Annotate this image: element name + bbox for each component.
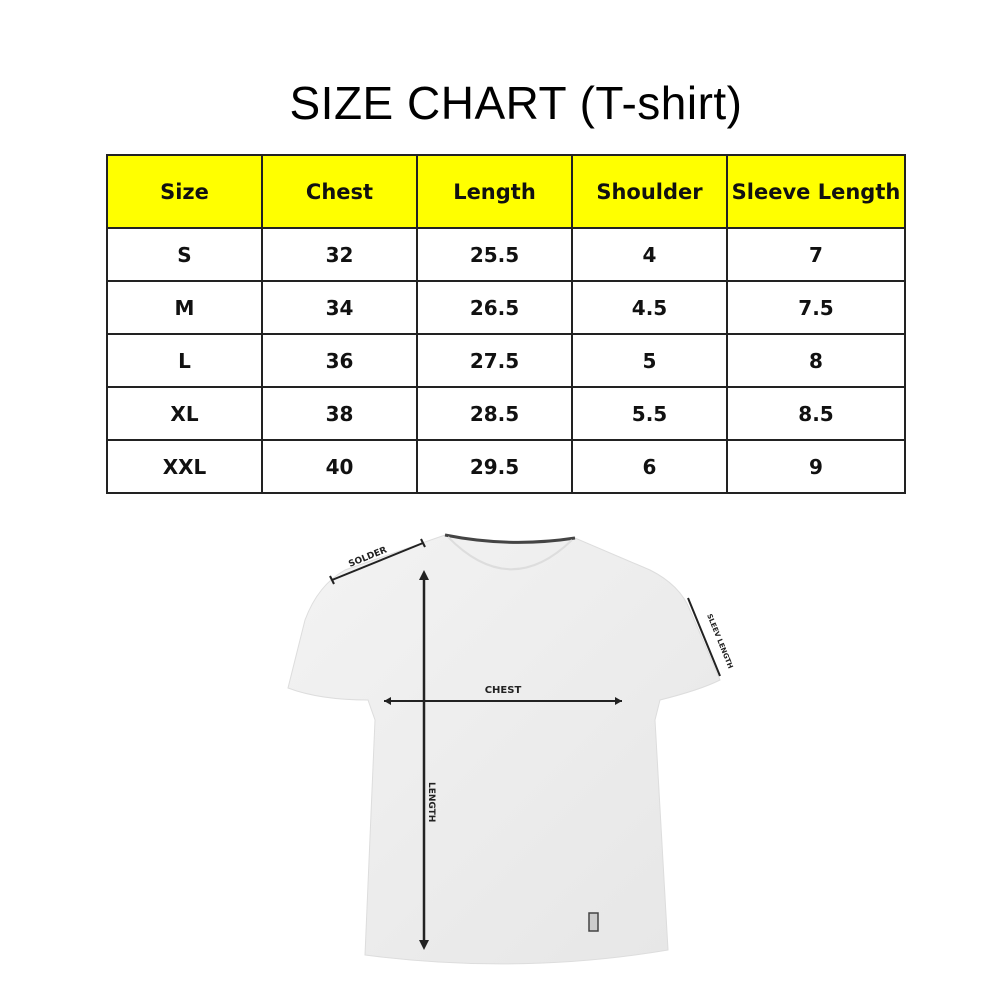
chest-label: CHEST bbox=[485, 685, 522, 696]
table-cell: 34 bbox=[261, 280, 418, 335]
table-cell: 27.5 bbox=[416, 333, 573, 388]
table-cell: 38 bbox=[261, 386, 418, 441]
table-cell: 26.5 bbox=[416, 280, 573, 335]
table-row: XL 38 28.5 5.5 8.5 bbox=[106, 386, 906, 441]
table-cell: 28.5 bbox=[416, 386, 573, 441]
length-measure: LENGTH bbox=[419, 570, 436, 950]
table-cell: XXL bbox=[106, 439, 263, 494]
page-title: SIZE CHART (T-shirt) bbox=[289, 77, 743, 129]
table-cell: 9 bbox=[726, 439, 906, 494]
table-row: XXL 40 29.5 6 9 bbox=[106, 439, 906, 494]
table-cell: 6 bbox=[571, 439, 728, 494]
size-table: Size Chest Length Shoulder Sleeve Length… bbox=[106, 154, 906, 494]
table-cell: 5 bbox=[571, 333, 728, 388]
table-cell: 8 bbox=[726, 333, 906, 388]
header-length: Length bbox=[416, 154, 573, 229]
table-cell: 25.5 bbox=[416, 227, 573, 282]
tshirt-collar bbox=[444, 533, 576, 544]
table-cell: 40 bbox=[261, 439, 418, 494]
table-row: L 36 27.5 5 8 bbox=[106, 333, 906, 388]
table-cell: XL bbox=[106, 386, 263, 441]
tshirt-shape bbox=[287, 534, 721, 965]
table-row: S 32 25.5 4 7 bbox=[106, 227, 906, 282]
header-sleeve-length: Sleeve Length bbox=[726, 154, 906, 229]
length-label: LENGTH bbox=[426, 782, 436, 822]
table-cell: L bbox=[106, 333, 263, 388]
header-shoulder: Shoulder bbox=[571, 154, 728, 229]
table-cell: 32 bbox=[261, 227, 418, 282]
table-cell: 7 bbox=[726, 227, 906, 282]
table-cell: 4.5 bbox=[571, 280, 728, 335]
table-cell: 36 bbox=[261, 333, 418, 388]
table-cell: 8.5 bbox=[726, 386, 906, 441]
table-cell: S bbox=[106, 227, 263, 282]
table-cell: M bbox=[106, 280, 263, 335]
table-cell: 5.5 bbox=[571, 386, 728, 441]
header-chest: Chest bbox=[261, 154, 418, 229]
header-size: Size bbox=[106, 154, 263, 229]
brand-tag-icon bbox=[588, 912, 599, 932]
table-cell: 29.5 bbox=[416, 439, 573, 494]
table-header-row: Size Chest Length Shoulder Sleeve Length bbox=[106, 154, 906, 229]
table-row: M 34 26.5 4.5 7.5 bbox=[106, 280, 906, 335]
table-cell: 7.5 bbox=[726, 280, 906, 335]
table-cell: 4 bbox=[571, 227, 728, 282]
